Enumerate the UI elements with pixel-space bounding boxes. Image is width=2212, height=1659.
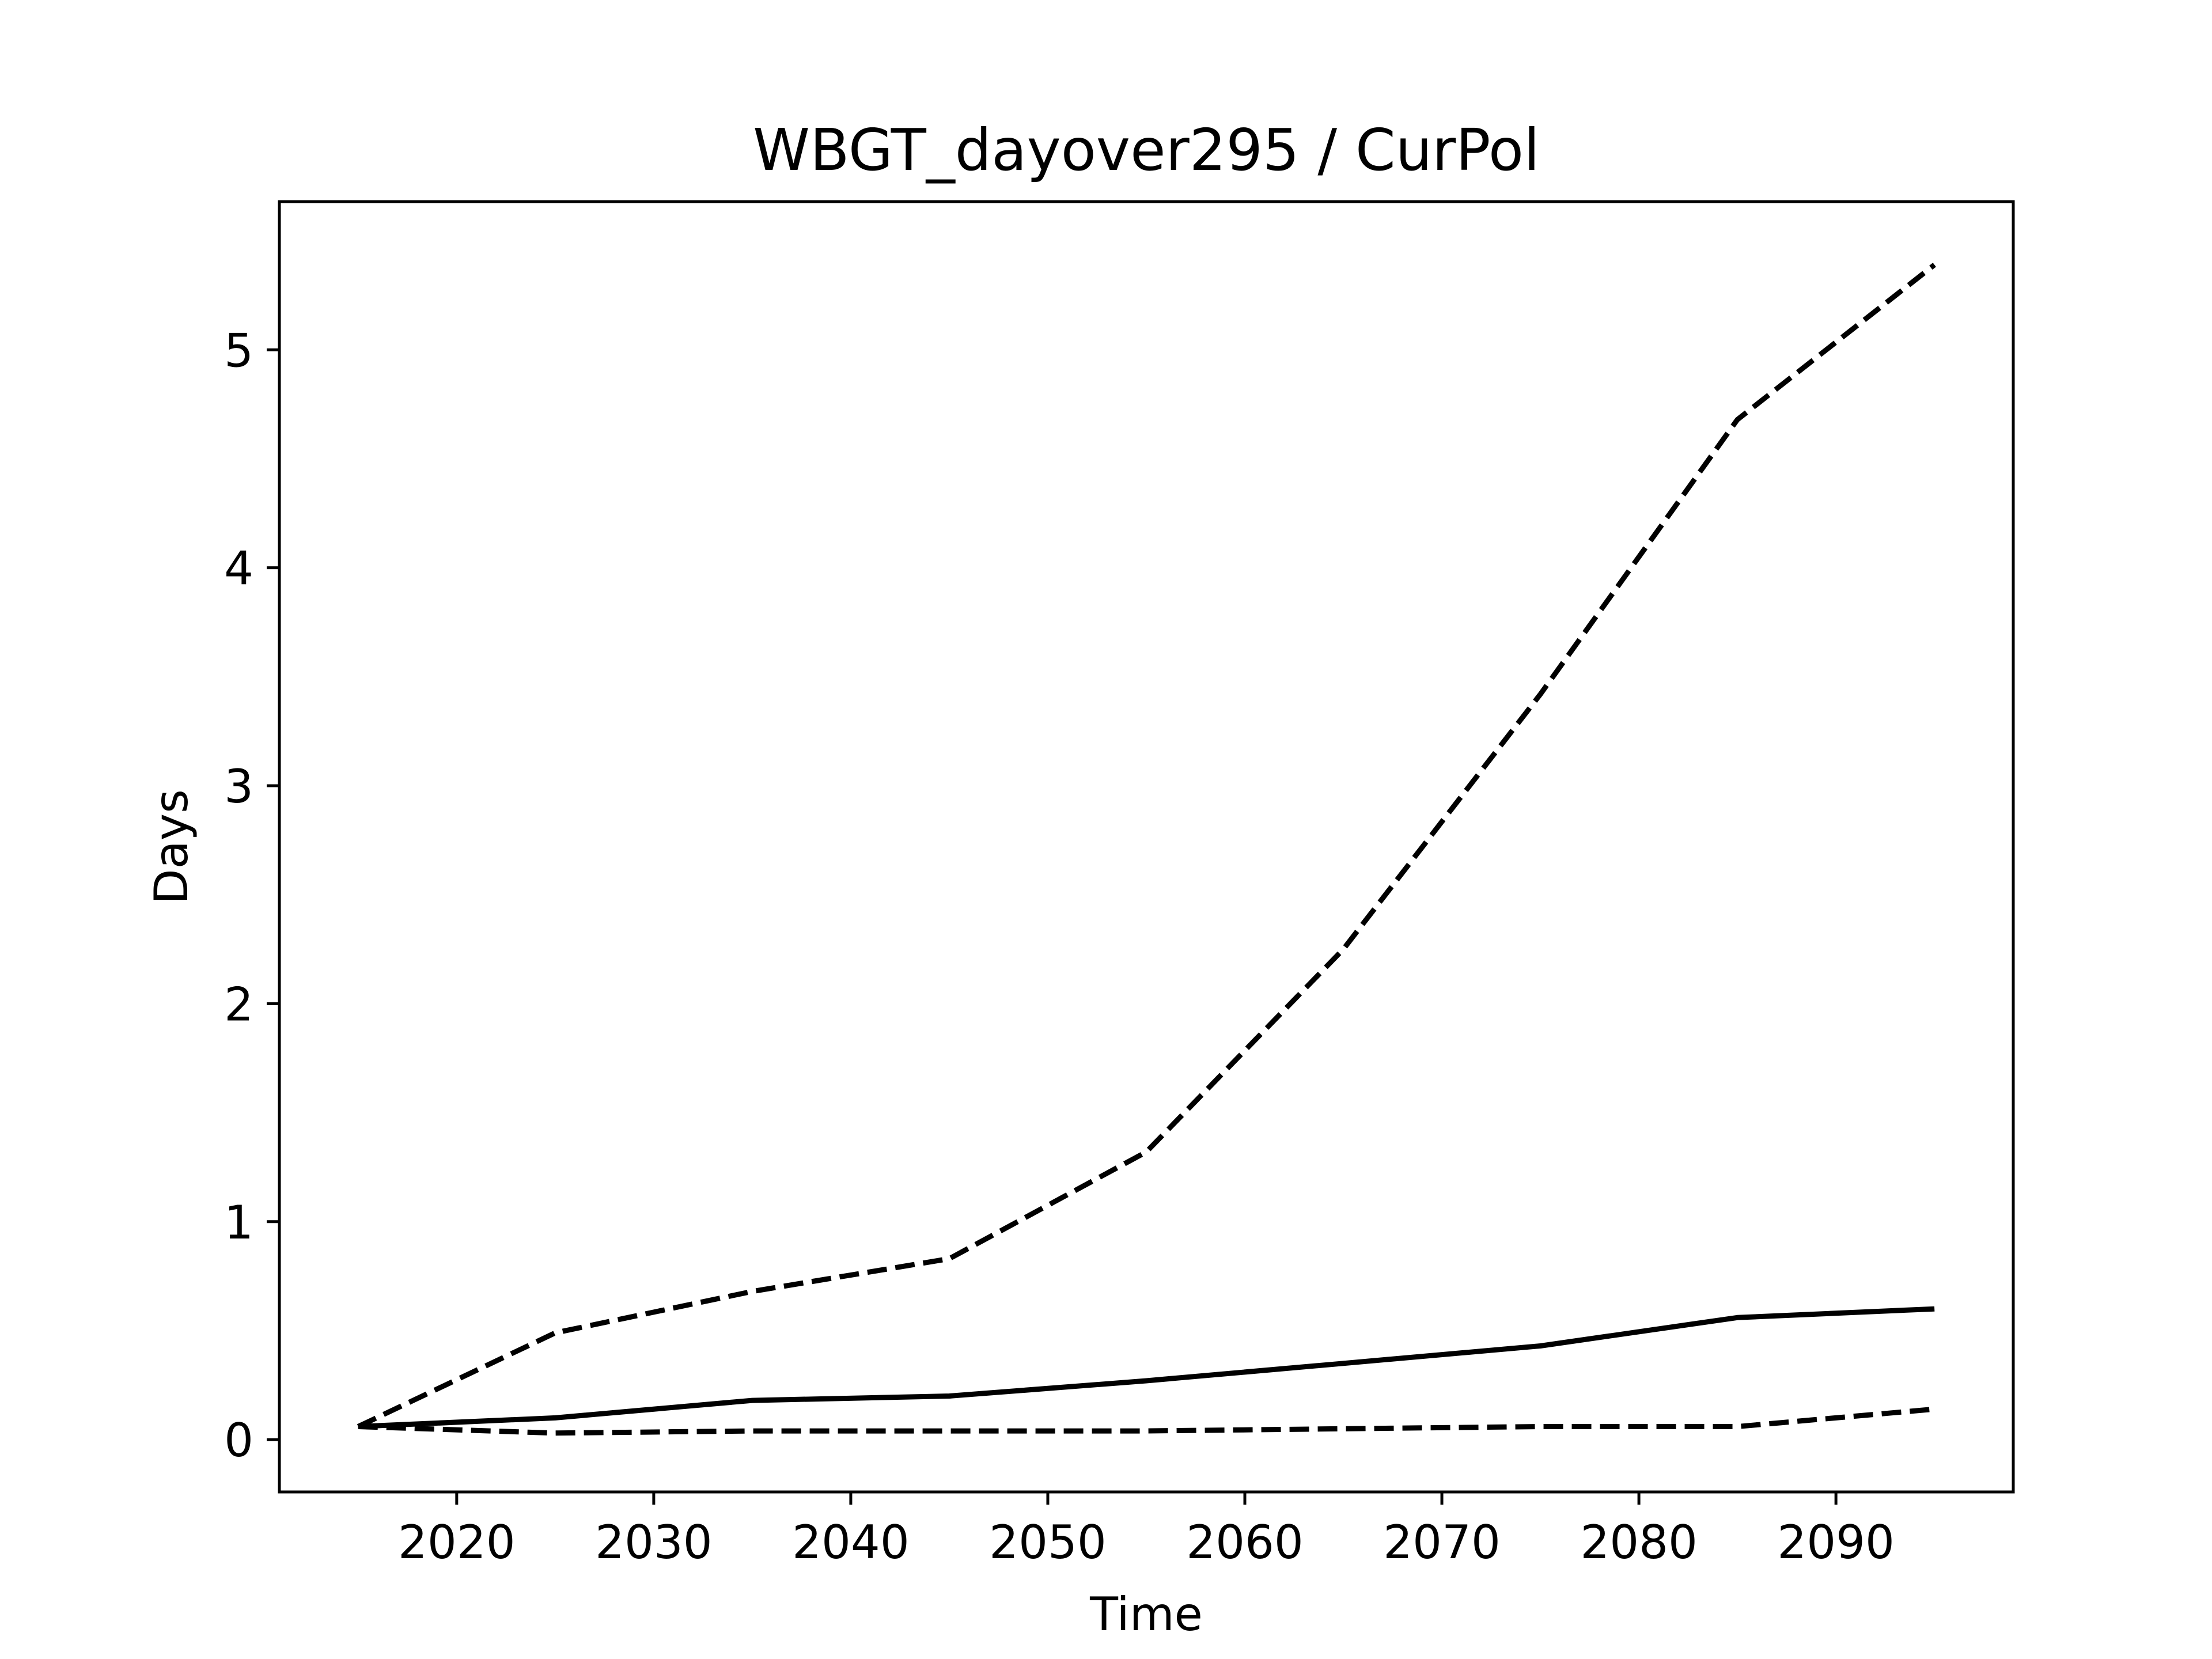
y-tick-label: 0 bbox=[224, 1414, 253, 1467]
x-tick-label: 2030 bbox=[595, 1516, 713, 1569]
median-series-line bbox=[358, 1306, 1935, 1429]
upper-bound-series-line bbox=[357, 263, 1936, 1429]
plot-area-frame bbox=[278, 200, 2015, 1494]
y-tick-label: 3 bbox=[224, 760, 253, 813]
y-axis-label: Days bbox=[145, 789, 198, 904]
x-tick-label: 2090 bbox=[1777, 1516, 1895, 1569]
y-tick-label: 2 bbox=[224, 978, 253, 1031]
chart-title: WBGT_dayover295 / CurPol bbox=[753, 116, 1540, 184]
lower-bound-series-line bbox=[358, 1406, 1935, 1436]
x-tick-label: 2080 bbox=[1580, 1516, 1698, 1569]
y-tick-label: 5 bbox=[224, 324, 253, 377]
ticks-layer: 2020 2030 2040 2050 2060 2070 2080 2090 0 1 2 3 4 5 bbox=[224, 324, 1895, 1569]
x-tick-label: 2040 bbox=[792, 1516, 910, 1569]
x-tick-label: 2070 bbox=[1383, 1516, 1501, 1569]
x-axis-label: Time bbox=[1089, 1588, 1203, 1641]
series-layer bbox=[357, 263, 1936, 1436]
y-tick-label: 4 bbox=[224, 542, 253, 596]
y-tick-label: 1 bbox=[224, 1196, 253, 1249]
x-tick-label: 2020 bbox=[398, 1516, 516, 1569]
x-tick-label: 2050 bbox=[989, 1516, 1107, 1569]
x-tick-label: 2060 bbox=[1186, 1516, 1304, 1569]
